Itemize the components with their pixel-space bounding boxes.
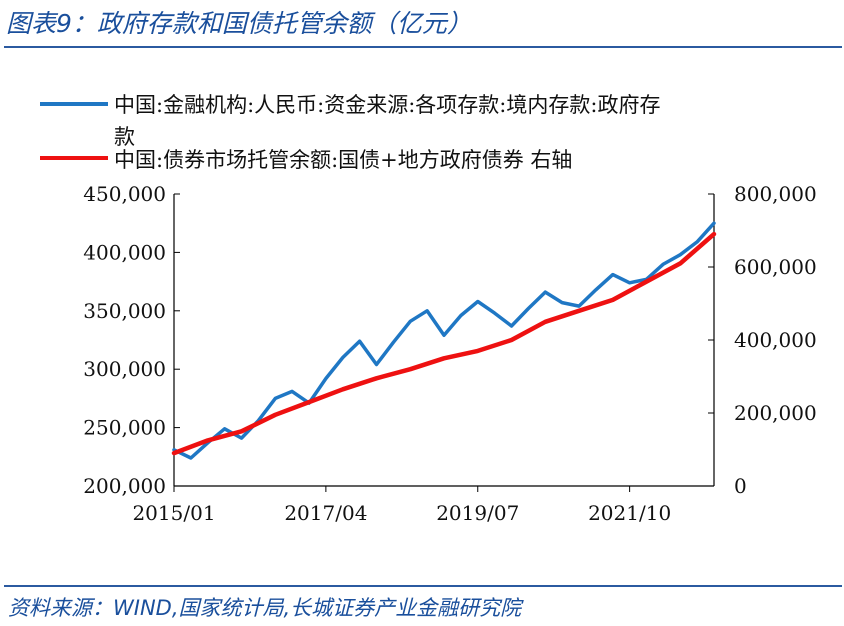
right-y-tick-label: 800,000 <box>734 182 817 206</box>
chart-title: 图表9：政府存款和国债托管余额（亿元） <box>6 9 472 38</box>
left-y-tick-label: 200,000 <box>83 474 166 498</box>
left-y-tick-label: 250,000 <box>83 416 166 440</box>
chart: 中国:金融机构:人民币:资金来源:各项存款:境内存款:政府存 款 中国:债券市场… <box>40 93 817 525</box>
x-tick-label: 2019/07 <box>436 501 519 525</box>
series-line-government-deposits <box>172 221 716 460</box>
right-y-tick-label: 600,000 <box>734 255 817 279</box>
left-y-tick-label: 350,000 <box>83 299 166 323</box>
left-y-tick-label: 450,000 <box>83 182 166 206</box>
series-layer <box>171 221 717 460</box>
legend-label-left-series-line2: 款 <box>114 125 135 149</box>
left-y-tick-label: 400,000 <box>83 240 166 264</box>
left-y-tick-label: 300,000 <box>83 357 166 381</box>
top-divider <box>4 46 842 48</box>
right-y-tick-label: 200,000 <box>734 401 817 425</box>
x-tick-label: 2015/01 <box>132 501 215 525</box>
right-y-tick-label: 0 <box>734 474 747 498</box>
x-tick-label: 2017/04 <box>284 501 367 525</box>
right-y-tick-label: 400,000 <box>734 328 817 352</box>
legend-label-right-series-line1: 中国:债券市场托管余额:国债+地方政府债券 右轴 <box>114 148 572 172</box>
source-note: 资料来源：WIND,国家统计局,长城证券产业金融研究院 <box>8 596 522 620</box>
legend-label-left-series-line1: 中国:金融机构:人民币:资金来源:各项存款:境内存款:政府存 <box>114 93 660 117</box>
legend: 中国:金融机构:人民币:资金来源:各项存款:境内存款:政府存 款 中国:债券市场… <box>40 93 660 172</box>
axes: 450,000 400,000 350,000 300,000 250,000 200,0… <box>83 182 816 525</box>
x-tick-label: 2021/10 <box>588 501 671 525</box>
bottom-divider <box>4 585 842 587</box>
series-line-bond-custody <box>171 231 717 456</box>
